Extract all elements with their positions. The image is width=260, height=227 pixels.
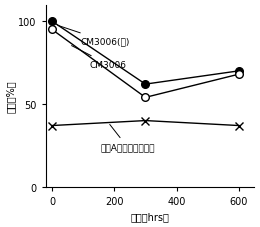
Text: 外国A社耳熱グレード: 外国A社耳熱グレード xyxy=(100,125,155,152)
Text: CM3006(黒): CM3006(黒) xyxy=(58,26,129,46)
X-axis label: 時間（hrs）: 時間（hrs） xyxy=(131,212,170,222)
Y-axis label: 伸び（%）: 伸び（%） xyxy=(5,80,16,113)
Text: CM3006: CM3006 xyxy=(72,46,126,69)
